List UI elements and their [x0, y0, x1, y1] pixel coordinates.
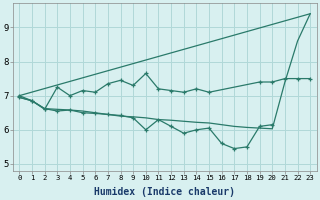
X-axis label: Humidex (Indice chaleur): Humidex (Indice chaleur) [94, 186, 235, 197]
